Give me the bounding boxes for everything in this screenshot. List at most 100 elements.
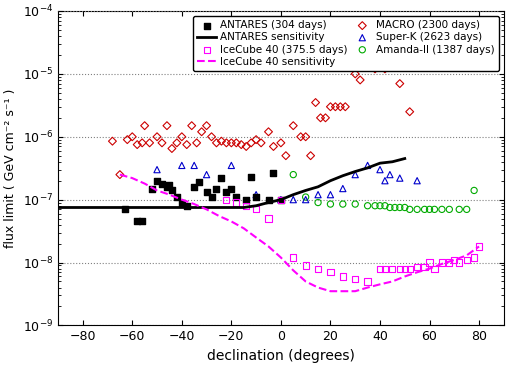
Amanda-II (1387 days): [401, 204, 409, 210]
ANTARES sensitivity: [55, 205, 61, 210]
ANTARES (304 days): [223, 189, 231, 195]
IceCube 40 sensitivity: [228, 219, 234, 224]
ANTARES (304 days): [277, 197, 285, 203]
MACRO (2300 days): [269, 143, 277, 149]
ANTARES (304 days): [212, 186, 220, 192]
IceCube 40 (375.5 days): [232, 200, 240, 206]
ANTARES (304 days): [121, 207, 129, 212]
Amanda-II (1387 days): [314, 200, 322, 206]
MACRO (2300 days): [223, 140, 231, 146]
IceCube 40 sensitivity: [402, 274, 408, 279]
ANTARES (304 days): [252, 194, 260, 200]
ANTARES sensitivity: [216, 205, 222, 210]
MACRO (2300 days): [364, 60, 372, 66]
Super-K (2623 days): [396, 175, 404, 181]
ANTARES (304 days): [178, 200, 186, 206]
ANTARES (304 days): [269, 170, 277, 175]
Y-axis label: flux limit ( GeV cm⁻² s⁻¹ ): flux limit ( GeV cm⁻² s⁻¹ ): [4, 88, 17, 248]
IceCube 40 (375.5 days): [277, 197, 285, 203]
IceCube 40 (375.5 days): [381, 266, 389, 272]
ANTARES sensitivity: [352, 169, 358, 174]
MACRO (2300 days): [193, 140, 201, 146]
MACRO (2300 days): [351, 71, 359, 77]
ANTARES sensitivity: [179, 205, 185, 210]
Amanda-II (1387 days): [326, 201, 334, 207]
Super-K (2623 days): [413, 178, 421, 184]
MACRO (2300 days): [341, 104, 350, 110]
MACRO (2300 days): [232, 140, 240, 146]
IceCube 40 sensitivity: [315, 286, 321, 290]
Super-K (2623 days): [277, 197, 285, 203]
MACRO (2300 days): [227, 140, 235, 146]
X-axis label: declination (degrees): declination (degrees): [207, 349, 355, 363]
ANTARES sensitivity: [278, 197, 284, 202]
Amanda-II (1387 days): [413, 207, 421, 212]
IceCube 40 sensitivity: [340, 289, 346, 293]
ANTARES (304 days): [232, 194, 240, 200]
Amanda-II (1387 days): [396, 204, 404, 210]
MACRO (2300 days): [158, 140, 166, 146]
IceCube 40 (375.5 days): [223, 197, 231, 203]
MACRO (2300 days): [282, 153, 290, 159]
MACRO (2300 days): [203, 123, 211, 128]
IceCube 40 (375.5 days): [265, 216, 273, 222]
ANTARES sensitivity: [389, 160, 395, 164]
MACRO (2300 days): [128, 134, 136, 140]
ANTARES (304 days): [217, 175, 226, 181]
MACRO (2300 days): [187, 123, 196, 128]
ANTARES (304 days): [148, 186, 156, 192]
MACRO (2300 days): [289, 123, 297, 128]
MACRO (2300 days): [381, 66, 389, 72]
IceCube 40 (375.5 days): [470, 255, 478, 261]
ANTARES sensitivity: [290, 192, 296, 197]
MACRO (2300 days): [207, 134, 215, 140]
IceCube 40 (375.5 days): [388, 266, 396, 272]
Amanda-II (1387 days): [421, 207, 429, 212]
IceCube 40 sensitivity: [451, 258, 457, 262]
ANTARES sensitivity: [129, 205, 135, 210]
ANTARES sensitivity: [80, 205, 86, 210]
Amanda-II (1387 days): [438, 207, 446, 212]
Amanda-II (1387 days): [302, 194, 310, 200]
Super-K (2623 days): [302, 197, 310, 203]
IceCube 40 (375.5 days): [401, 266, 409, 272]
Super-K (2623 days): [351, 172, 359, 178]
ANTARES (304 days): [173, 194, 181, 200]
Amanda-II (1387 days): [351, 201, 359, 207]
MACRO (2300 days): [331, 104, 339, 110]
Super-K (2623 days): [190, 163, 198, 168]
MACRO (2300 days): [302, 134, 310, 140]
MACRO (2300 days): [163, 123, 171, 128]
MACRO (2300 days): [376, 55, 384, 61]
IceCube 40 sensitivity: [439, 262, 445, 266]
ANTARES sensitivity: [105, 205, 111, 210]
IceCube 40 sensitivity: [216, 214, 222, 218]
MACRO (2300 days): [371, 66, 379, 72]
Amanda-II (1387 days): [381, 203, 389, 209]
ANTARES sensitivity: [377, 161, 383, 166]
Amanda-II (1387 days): [455, 207, 463, 212]
ANTARES (304 days): [242, 197, 250, 203]
IceCube 40 (375.5 days): [364, 279, 372, 284]
IceCube 40 sensitivity: [117, 172, 123, 177]
IceCube 40 sensitivity: [253, 235, 259, 240]
ANTARES (304 days): [227, 186, 235, 192]
ANTARES sensitivity: [315, 185, 321, 189]
Amanda-II (1387 days): [430, 207, 438, 212]
IceCube 40 sensitivity: [266, 244, 272, 249]
IceCube 40 sensitivity: [365, 286, 371, 290]
ANTARES (304 days): [158, 181, 166, 186]
ANTARES sensitivity: [142, 205, 148, 210]
IceCube 40 (375.5 days): [396, 266, 404, 272]
IceCube 40 (375.5 days): [450, 257, 458, 263]
MACRO (2300 days): [173, 140, 181, 146]
ANTARES sensitivity: [402, 156, 408, 161]
ANTARES sensitivity: [340, 174, 346, 178]
Super-K (2623 days): [252, 192, 260, 197]
Super-K (2623 days): [386, 172, 394, 178]
ANTARES (304 days): [163, 184, 171, 190]
Super-K (2623 days): [314, 192, 322, 197]
MACRO (2300 days): [108, 138, 116, 144]
IceCube 40 sensitivity: [389, 279, 395, 284]
Amanda-II (1387 days): [376, 203, 384, 209]
